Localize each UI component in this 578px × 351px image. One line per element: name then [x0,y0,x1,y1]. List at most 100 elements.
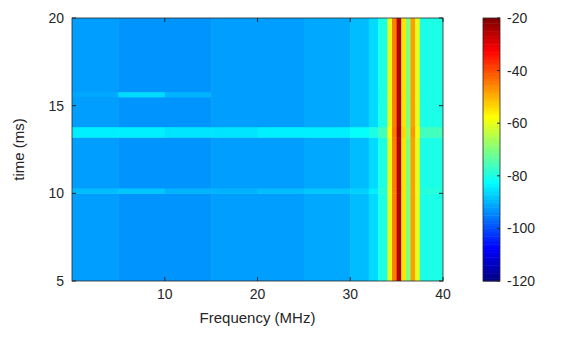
cell [406,127,411,138]
cell [378,137,388,188]
y-tick [72,18,76,19]
y-tick [439,193,443,194]
y-tick [72,193,76,194]
cell [415,137,420,188]
cell [397,92,402,98]
cell [350,18,369,92]
cell [406,188,411,194]
x-tick-label: 40 [435,286,451,302]
cell [411,97,416,127]
colorbar-tick [497,175,500,176]
y-tick [439,281,443,282]
colorbar-tick-label: -120 [507,273,535,289]
cell [258,137,305,188]
x-tick [443,18,444,22]
y-tick [72,281,76,282]
cell [165,137,212,188]
cell [420,18,443,92]
x-tick [257,18,258,22]
colorbar-tick-label: -40 [507,63,527,79]
cell [420,188,443,194]
cell [401,188,406,194]
y-tick [439,105,443,106]
cell [401,127,406,138]
cell [369,137,379,188]
cell [118,127,165,138]
cell [211,92,258,98]
colorbar-tick-label: -20 [507,10,527,26]
cell [420,92,443,98]
y-tick-label: 20 [48,10,64,26]
cell [258,188,305,194]
cell [258,193,305,281]
colorbar-frame [483,18,500,281]
cell [304,97,351,127]
cell [72,188,119,194]
cell [387,137,392,188]
cell [72,137,119,188]
cell [350,137,369,188]
cell [72,127,119,138]
cell [392,18,397,92]
cell [211,188,258,194]
cell [165,127,212,138]
cell [211,137,258,188]
cell [211,193,258,281]
cell [406,18,411,92]
x-tick [164,18,165,22]
y-tick [439,18,443,19]
cell [118,193,165,281]
y-tick-label: 15 [48,98,64,114]
cell [401,18,406,92]
cell [369,97,379,127]
cell [420,127,443,138]
y-axis-title: time (ms) [10,118,27,181]
colorbar-tick-label: -80 [507,168,527,184]
cell [165,188,212,194]
cell [387,18,392,92]
cell [304,193,351,281]
colorbar [483,18,500,282]
x-tick [443,277,444,281]
heatmap-cells [72,18,443,281]
cell [304,18,351,92]
x-tick [350,277,351,281]
cell [415,92,420,98]
cell [392,127,397,138]
cell [304,127,351,138]
cell [258,97,305,127]
x-tick [257,277,258,281]
x-axis-title: Frequency (MHz) [200,309,316,326]
cell [401,92,406,98]
cell [415,97,420,127]
colorbar-tick [497,70,500,71]
cell [258,92,305,98]
y-tick-label: 10 [48,185,64,201]
cell [411,18,416,92]
cell [406,97,411,127]
colorbar-tick [497,228,500,229]
x-tick [164,277,165,281]
cell [369,188,379,194]
cell [378,92,388,98]
cell [387,97,392,127]
x-tick [350,18,351,22]
cell [406,193,411,281]
cell [397,97,402,127]
colorbar-tick-label: -100 [507,220,535,236]
x-tick-label: 10 [157,286,173,302]
cell [378,188,388,194]
cell [411,137,416,188]
cell [72,193,119,281]
cell [397,127,402,138]
cell [387,193,392,281]
cell [304,188,351,194]
cell [411,92,416,98]
cell [415,127,420,138]
colorbar-tick [497,281,500,282]
cell [211,127,258,138]
cell [420,97,443,127]
cell [258,127,305,138]
cell [350,193,369,281]
cell [397,18,402,92]
